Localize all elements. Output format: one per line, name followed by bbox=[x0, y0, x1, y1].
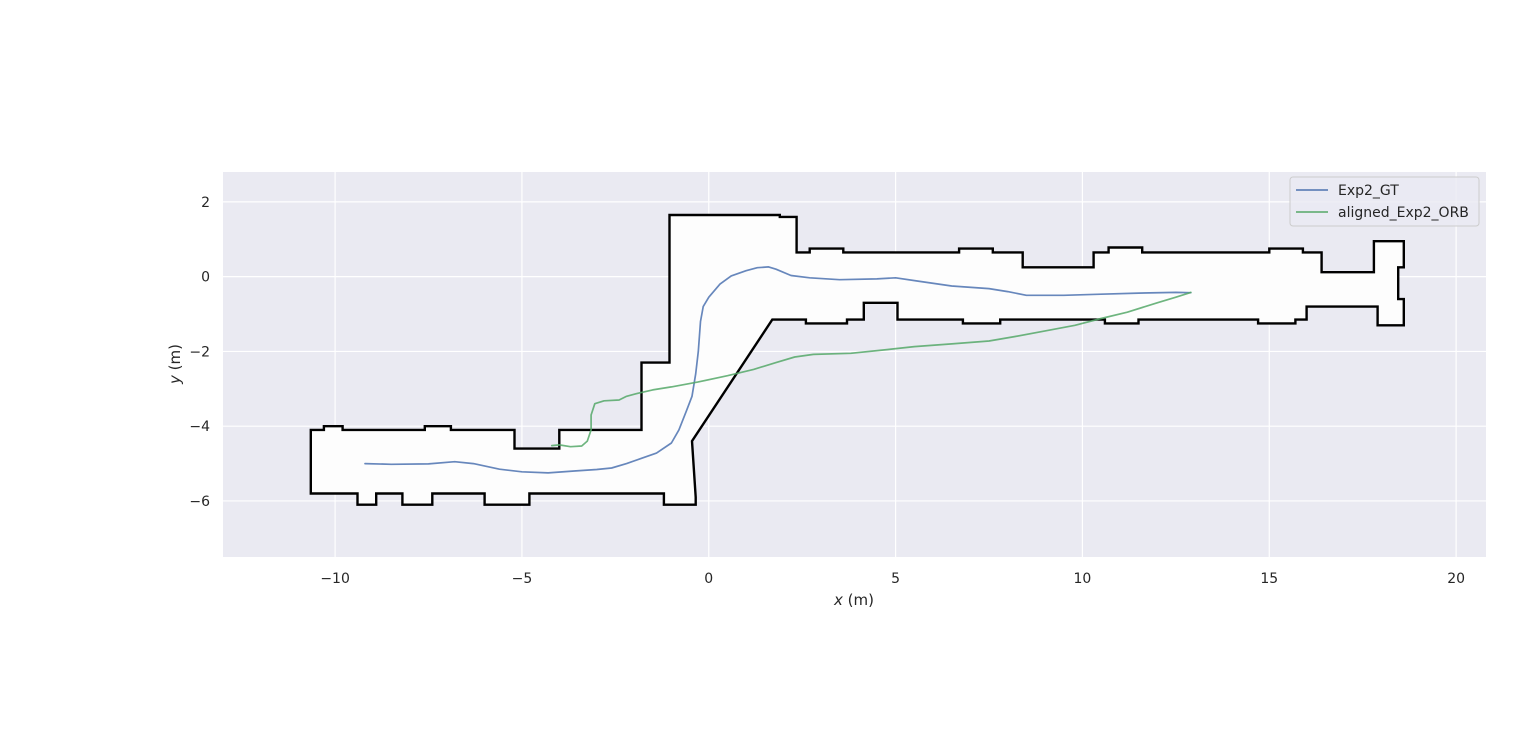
x-axis-label-unit: (m) bbox=[843, 591, 874, 609]
y-axis-label: y (m) bbox=[166, 344, 184, 385]
y-tick-label: −6 bbox=[189, 494, 210, 510]
legend-label-aligned-exp2-orb: aligned_Exp2_ORB bbox=[1338, 205, 1469, 221]
environment-map-outline bbox=[309, 213, 1406, 506]
map-outline-layer bbox=[309, 213, 1406, 506]
x-tick-label: 20 bbox=[1447, 571, 1465, 587]
series-layer bbox=[364, 266, 1192, 474]
y-tick-label: −2 bbox=[189, 344, 210, 360]
x-tick-label: −5 bbox=[512, 571, 533, 587]
y-axis-label-unit: (m) bbox=[166, 344, 184, 375]
y-axis-label-var: y bbox=[166, 374, 184, 385]
x-tick-label: −10 bbox=[320, 571, 350, 587]
legend-box bbox=[1289, 176, 1480, 227]
x-axis-label: x (m) bbox=[833, 591, 874, 609]
x-tick-label: 15 bbox=[1260, 571, 1278, 587]
x-tick-label: 10 bbox=[1074, 571, 1092, 587]
y-tick-label: −4 bbox=[189, 419, 210, 435]
series-line-exp2-gt bbox=[364, 266, 1192, 474]
x-tick-label: 5 bbox=[891, 571, 900, 587]
y-tick-label: 0 bbox=[201, 270, 210, 286]
x-axis-label-var: x bbox=[833, 591, 843, 609]
series-line-aligned-exp2-orb bbox=[550, 291, 1192, 448]
y-tick-label: 2 bbox=[201, 195, 210, 211]
x-tick-label: 0 bbox=[704, 571, 713, 587]
legend: Exp2_GT aligned_Exp2_ORB bbox=[1289, 176, 1480, 227]
legend-label-exp2-gt: Exp2_GT bbox=[1338, 183, 1399, 199]
